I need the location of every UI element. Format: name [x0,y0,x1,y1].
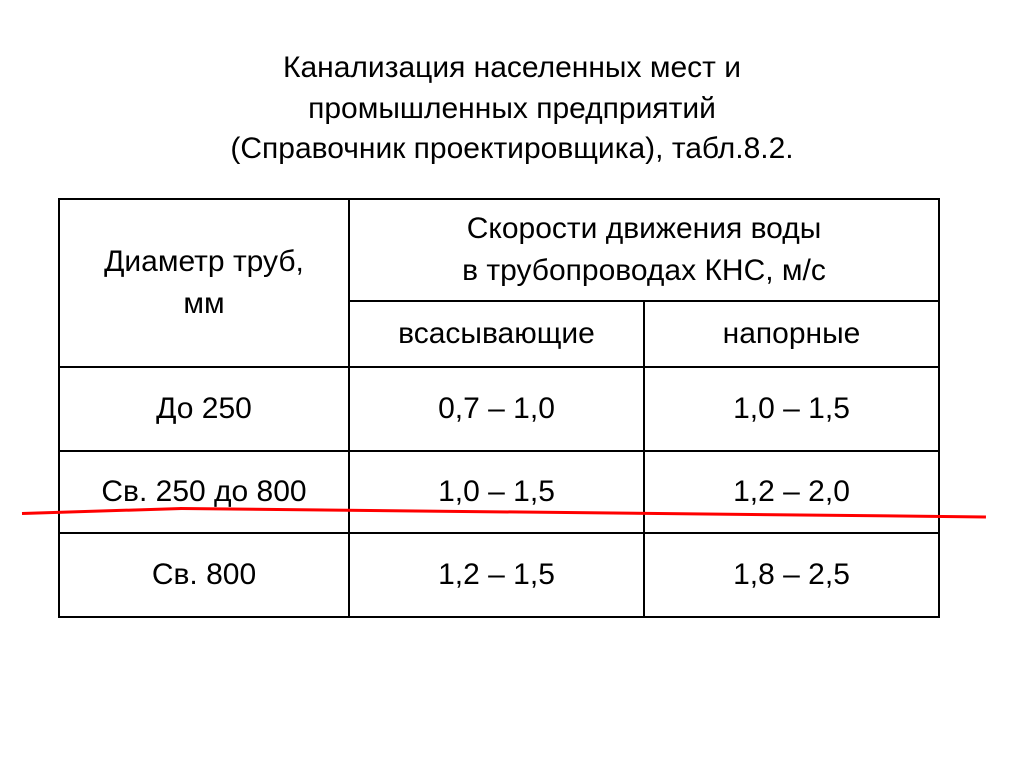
table-row: Св. 800 1,2 – 1,5 1,8 – 2,5 [59,533,939,617]
cell-diameter: Св. 800 [59,533,349,617]
cell-suction: 1,0 – 1,5 [349,451,644,533]
table-row: До 250 0,7 – 1,0 1,0 – 1,5 [59,367,939,451]
header-suction: всасывающие [349,301,644,367]
table-container: Диаметр труб, мм Скорости движения воды … [58,198,1024,618]
header-velocity: Скорости движения воды в трубопроводах К… [349,199,939,301]
header-velocity-line2: в трубопроводах КНС, м/с [462,254,826,287]
table-row: Св. 250 до 800 1,0 – 1,5 1,2 – 2,0 [59,451,939,533]
title-line-1: Канализация населенных мест и [283,51,741,84]
title-line-2: промышленных предприятий [308,92,716,125]
title-line-3: (Справочник проектировщика), табл.8.2. [230,132,793,165]
header-diameter: Диаметр труб, мм [59,199,349,367]
header-diameter-line1: Диаметр труб, [104,245,304,278]
header-velocity-line1: Скорости движения воды [467,212,822,245]
cell-suction: 1,2 – 1,5 [349,533,644,617]
header-pressure: напорные [644,301,939,367]
cell-diameter: До 250 [59,367,349,451]
cell-suction: 0,7 – 1,0 [349,367,644,451]
table-header-row-1: Диаметр труб, мм Скорости движения воды … [59,199,939,301]
velocity-table: Диаметр труб, мм Скорости движения воды … [58,198,940,618]
header-diameter-line2: мм [183,287,224,320]
cell-diameter: Св. 250 до 800 [59,451,349,533]
cell-pressure: 1,2 – 2,0 [644,451,939,533]
cell-pressure: 1,8 – 2,5 [644,533,939,617]
cell-pressure: 1,0 – 1,5 [644,367,939,451]
page-title: Канализация населенных мест и промышленн… [0,0,1024,170]
